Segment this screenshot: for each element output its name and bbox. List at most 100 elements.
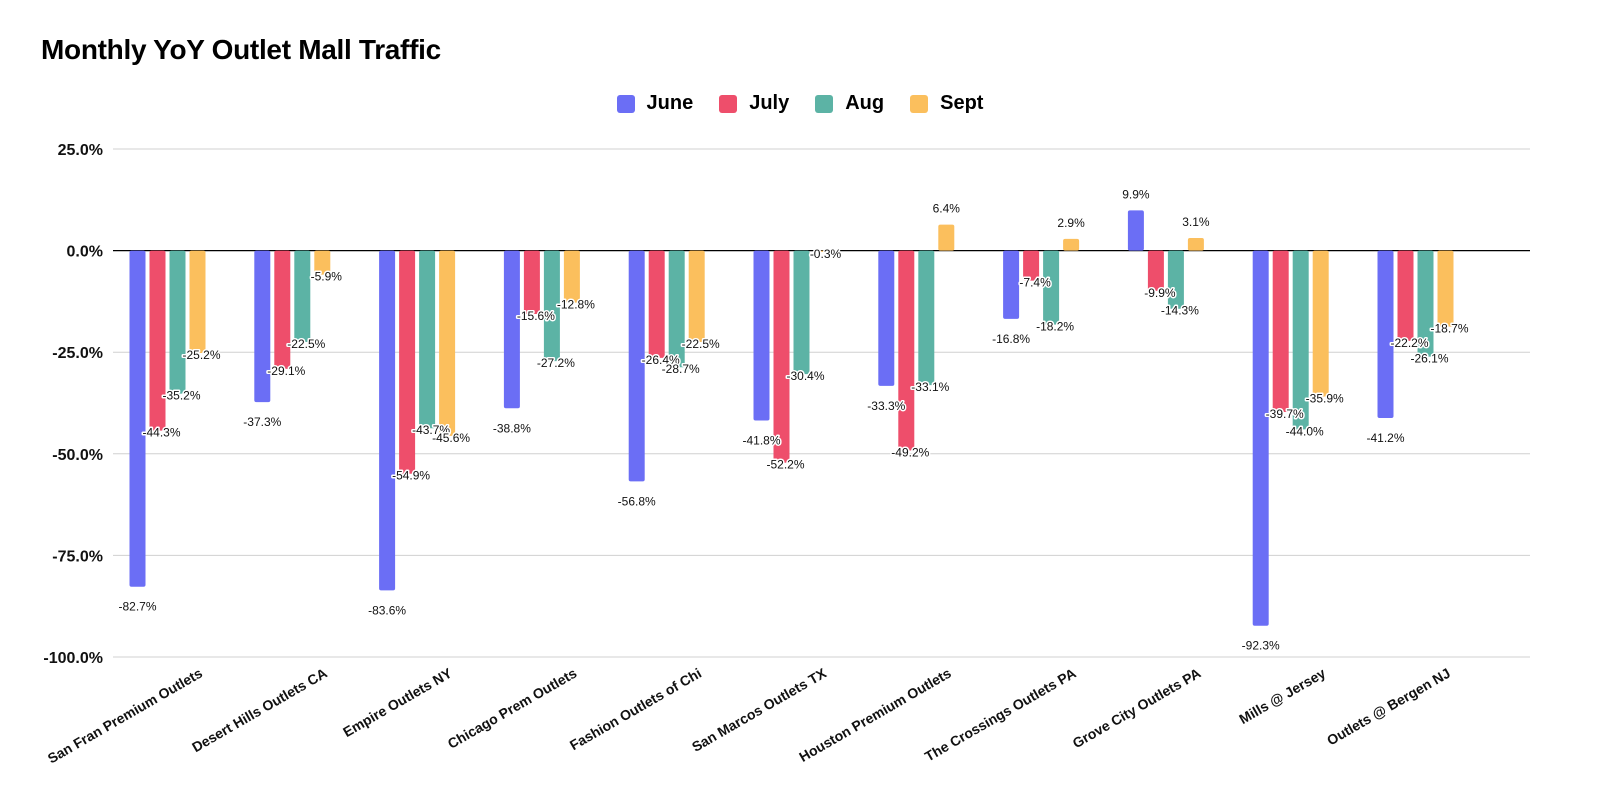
legend-item-aug[interactable]: Aug [815,92,884,115]
bar-sept [439,250,456,436]
data-label-june: -41.8% [742,433,780,447]
bar-june [379,250,396,591]
data-label-june: -37.3% [243,415,281,429]
data-label-sept: -45.6% [432,431,470,445]
bar-aug [419,250,436,429]
data-label-aug: -27.2% [537,356,575,370]
data-label-aug: -28.7% [662,362,700,376]
x-tick-label: Fashion Outlets of Chi [567,665,704,754]
data-label-july: -49.2% [891,446,929,460]
data-label-sept: 3.1% [1182,215,1210,229]
bar-june [1377,250,1394,419]
bar-july [274,250,291,369]
bar-aug [169,250,186,394]
y-tick-label: -100.0% [43,650,103,667]
data-label-sept: -22.5% [682,337,720,351]
data-label-aug: -22.5% [287,337,325,351]
bar-aug [1292,250,1309,430]
chart-title: Monthly YoY Outlet Mall Traffic [41,34,441,65]
bar-june [129,250,146,587]
legend-label: June [646,92,694,114]
bar-july [773,250,790,463]
legend-label: Sept [940,92,984,114]
bar-sept [1312,250,1329,397]
data-label-sept: -5.9% [311,270,343,284]
data-label-sept: -0.3% [810,247,842,261]
data-label-july: -9.9% [1144,286,1176,300]
x-tick-label: Grove City Outlets PA [1070,665,1204,751]
x-tick-label: Outlets @ Bergen NJ [1324,665,1453,749]
bar-sept [563,250,580,303]
bar-sept [189,250,206,354]
data-label-june: 9.9% [1122,187,1150,201]
data-label-aug: -44.0% [1286,424,1324,438]
bar-july [1147,250,1164,291]
data-label-aug: -26.1% [1410,352,1448,366]
data-label-aug: -14.3% [1161,304,1199,318]
legend-item-sept[interactable]: Sept [910,92,983,115]
data-label-sept: 2.9% [1057,216,1085,230]
data-label-june: -82.7% [118,600,156,614]
bar-june [753,250,770,421]
y-tick-label: -75.0% [52,548,103,565]
legend-swatch [910,94,929,113]
data-label-sept: -35.9% [1306,391,1344,405]
bar-july [399,250,416,474]
bar-sept [938,224,955,251]
bar-sept [1063,238,1080,251]
data-label-july: -44.3% [142,426,180,440]
legend-item-july[interactable]: July [719,92,789,115]
bar-aug [294,250,311,343]
bar-july [1397,250,1414,341]
data-label-sept: 6.4% [933,202,961,216]
bar-aug [1167,250,1184,309]
data-label-sept: -18.7% [1430,322,1468,336]
bar-sept [688,250,705,343]
bar-aug [918,250,935,386]
data-label-june: -92.3% [1242,639,1280,653]
bar-june [1252,250,1269,626]
y-tick-label: 25.0% [58,142,103,159]
bar-july [1023,250,1040,281]
bar-june [878,250,895,386]
legend-swatch [815,94,834,113]
data-label-sept: -12.8% [557,298,595,312]
bar-july [523,250,540,314]
legend-label: July [749,92,790,114]
data-label-aug: -35.2% [162,389,200,403]
data-label-july: -26.4% [642,353,680,367]
bar-aug [668,250,685,368]
data-label-july: -54.9% [392,469,430,483]
data-label-june: -41.2% [1366,431,1404,445]
bar-july [648,250,665,358]
data-label-july: -39.7% [1266,407,1304,421]
legend-item-june[interactable]: June [616,92,694,115]
y-tick-label: -50.0% [52,447,103,464]
data-label-aug: -30.4% [786,369,824,383]
bar-june [1127,210,1144,251]
legend-label: Aug [845,92,885,114]
data-label-june: -38.8% [493,421,531,435]
y-tick-label: -25.0% [52,345,103,362]
bar-aug [1043,250,1060,325]
data-label-july: -15.6% [517,309,555,323]
legend-swatch [616,94,635,113]
data-label-july: -52.2% [766,458,804,472]
y-tick-label: 0.0% [67,244,103,261]
data-label-aug: -18.2% [1036,320,1074,334]
bar-july [1272,250,1289,412]
bar-june [1003,250,1020,319]
data-label-july: -22.2% [1390,336,1428,350]
bar-june [254,250,271,403]
bar-sept [1437,250,1454,327]
data-label-aug: -33.1% [911,380,949,394]
x-tick-label: Empire Outlets NY [340,664,455,740]
x-tick-label: San Fran Premium Outlets [45,665,205,767]
data-label-july: -29.1% [267,364,305,378]
data-label-june: -16.8% [992,332,1030,346]
bar-sept [1187,238,1204,251]
bar-aug [543,250,560,362]
x-tick-label: Desert Hills Outlets CA [189,665,330,755]
legend-swatch [719,94,738,113]
